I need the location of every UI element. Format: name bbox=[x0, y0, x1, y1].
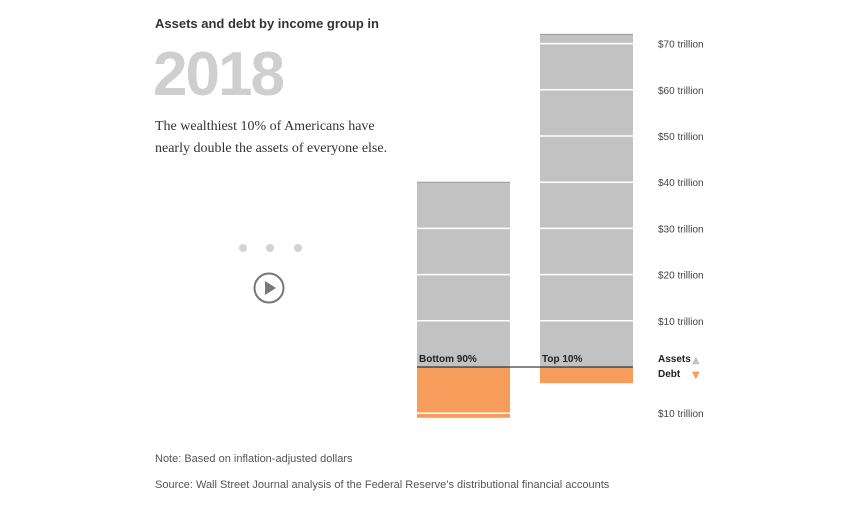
y-tick-label: $40 trillion bbox=[658, 178, 704, 189]
y-tick-label: $70 trillion bbox=[658, 40, 704, 51]
step-dot-2[interactable] bbox=[266, 244, 274, 252]
chart-source: Source: Wall Street Journal analysis of … bbox=[155, 479, 610, 491]
play-button[interactable] bbox=[253, 272, 285, 304]
step-indicator bbox=[239, 244, 303, 254]
legend-debt-icon: ▼ bbox=[692, 370, 700, 381]
category-label-2: Top 10% bbox=[542, 354, 582, 365]
debt-bar-1 bbox=[417, 367, 510, 418]
chart-description: The wealthiest 10% of Americans have nea… bbox=[155, 119, 388, 156]
y-tick-label: $10 trillion bbox=[658, 409, 704, 420]
assets-bar-2 bbox=[540, 34, 633, 368]
chart-note: Note: Based on inflation-adjusted dollar… bbox=[155, 453, 353, 465]
debt-bar-2 bbox=[540, 367, 633, 384]
income-group-chart: Bottom 90% Top 10% $70 trillion $60 trillio… bbox=[417, 33, 704, 420]
step-dot-3[interactable] bbox=[294, 244, 302, 252]
y-tick-label: $30 trillion bbox=[658, 224, 704, 235]
legend-label-debt: Debt bbox=[658, 369, 681, 380]
legend-assets-icon: ▲ bbox=[692, 355, 700, 366]
step-dot-1[interactable] bbox=[239, 244, 247, 252]
play-icon bbox=[253, 272, 285, 304]
y-tick-label: $10 trillion bbox=[658, 317, 704, 328]
y-tick-label: $60 trillion bbox=[658, 86, 704, 97]
y-tick-label: $20 trillion bbox=[658, 271, 704, 282]
y-tick-label: $50 trillion bbox=[658, 132, 704, 143]
legend-label-assets: Assets bbox=[658, 354, 691, 365]
chart-heading: Assets and debt by income group in bbox=[155, 16, 379, 31]
category-label-1: Bottom 90% bbox=[419, 354, 477, 365]
year-label: 2018 bbox=[153, 40, 285, 109]
